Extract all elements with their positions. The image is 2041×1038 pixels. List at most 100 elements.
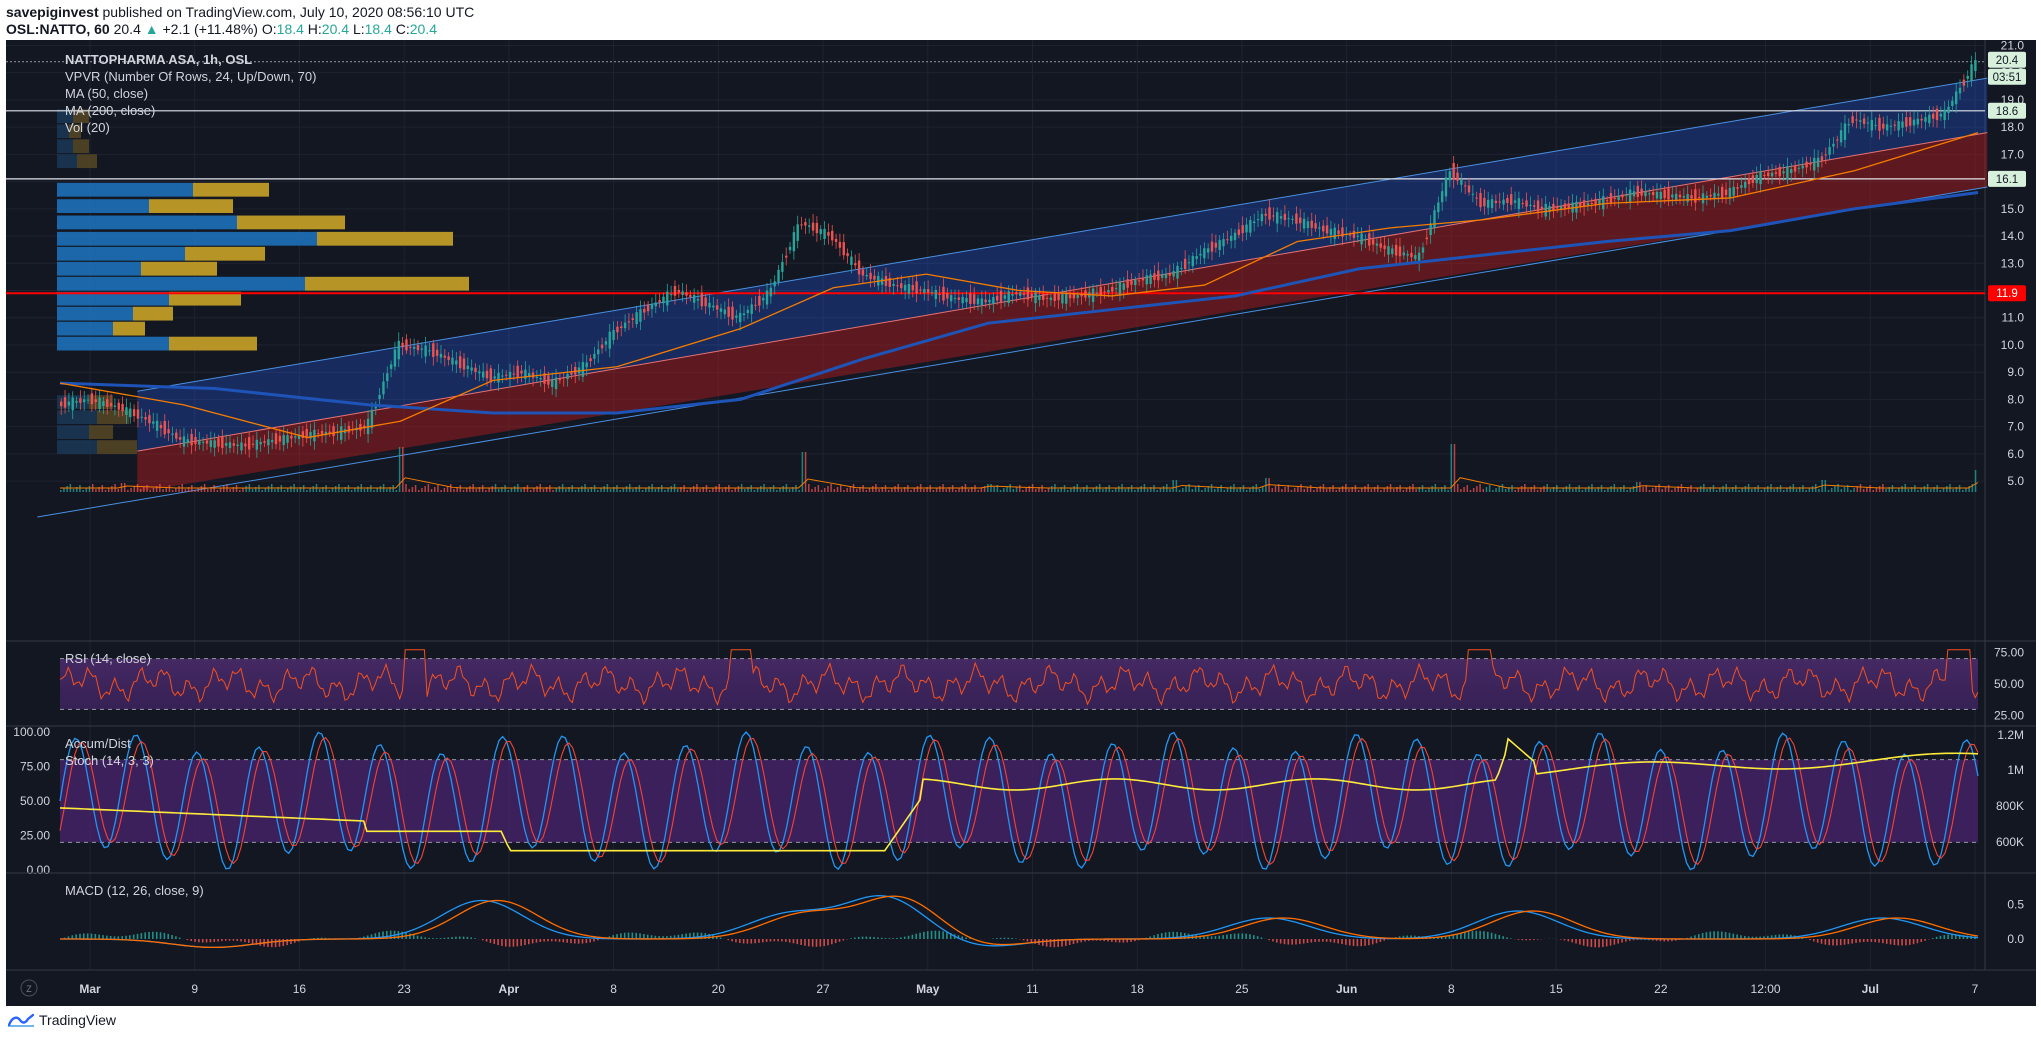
macd-pane[interactable]: 0.5 0.0 xyxy=(59,895,2024,949)
time-tick-label: 8 xyxy=(610,982,617,996)
change-arrow: ▲ xyxy=(144,21,159,37)
symbol-label: OSL:NATTO, 60 xyxy=(6,21,110,37)
header-line-2: OSL:NATTO, 60 20.4 ▲ +2.1 (+11.48%) O:18… xyxy=(6,21,437,37)
price-tick-label: 14.0 xyxy=(2001,229,2025,243)
price-tick-label: 11.0 xyxy=(2002,311,2025,325)
price-pane[interactable] xyxy=(6,52,1988,518)
legend-ma200: MA (200, close) xyxy=(65,103,155,118)
time-tick-label: 7 xyxy=(1972,982,1979,996)
vpvr-profile xyxy=(57,109,469,454)
low-label: L: xyxy=(352,21,365,37)
vpvr-down-bar xyxy=(89,425,113,439)
channel-upper-line xyxy=(137,77,1988,392)
stoch-tick-label: 75.00 xyxy=(20,760,50,774)
price-tick-label: 7.0 xyxy=(2007,420,2024,434)
time-tick-label: Jun xyxy=(1336,982,1357,996)
signal-line xyxy=(59,895,1979,949)
stoch-accum-pane[interactable]: 100.00 75.00 50.00 25.00 0.00 1.2M 1M 800K 600K xyxy=(13,725,2024,877)
vpvr-down-bar xyxy=(169,336,257,351)
tag-support-bg xyxy=(1988,285,2026,302)
stoch-tick-label: 50.00 xyxy=(20,794,50,808)
legend-macd: MACD (12, 26, close, 9) xyxy=(65,883,204,898)
macd-tick-label: 0.0 xyxy=(2007,932,2024,946)
accum-dist-line xyxy=(59,737,1979,852)
vpvr-down-bar xyxy=(185,246,265,261)
horizontal-levels xyxy=(6,61,1985,295)
vpvr-down-bar xyxy=(113,321,145,336)
high-label: H: xyxy=(307,21,322,37)
volume-bars xyxy=(60,444,1979,492)
price-tick-label: 9.0 xyxy=(2007,365,2024,379)
rsi-pane[interactable]: 75.00 50.00 25.00 xyxy=(59,645,2024,723)
low-value: 18.4 xyxy=(364,21,392,37)
tag-countdown: 03:51 xyxy=(1993,72,2022,84)
svg-text:Z: Z xyxy=(26,984,32,994)
legend-accum: Accum/Dist xyxy=(65,736,131,751)
vpvr-up-bar xyxy=(57,231,317,246)
price-tick-label: 8.0 xyxy=(2007,392,2024,406)
tag-level-upper-bg xyxy=(1988,102,2026,119)
time-tick-label: 8 xyxy=(1448,982,1455,996)
vpvr-down-bar xyxy=(73,139,89,154)
publisher-name[interactable]: savepiginvest xyxy=(6,4,99,20)
time-tick-label: 22 xyxy=(1654,982,1668,996)
vpvr-up-bar xyxy=(57,321,113,336)
tag-level-mid: 16.1 xyxy=(1996,174,2018,186)
legend-rsi: RSI (14, close) xyxy=(65,651,151,666)
open-label: O: xyxy=(261,21,277,37)
header-line-1: savepiginvest published on TradingView.c… xyxy=(6,4,474,20)
time-tick-label: 20 xyxy=(712,982,726,996)
vpvr-up-bar xyxy=(57,336,169,351)
time-axis[interactable]: Mar 9 16 23 Apr 8 20 27 May 11 18 25 Jun 8 15 22 12:00 Ju… xyxy=(79,982,1978,996)
vpvr-down-bar xyxy=(133,306,173,321)
rsi-line xyxy=(59,649,1979,706)
channel-lower-line xyxy=(37,186,1988,518)
regression-channel xyxy=(37,77,1988,518)
price-tick-label: 5.0 xyxy=(2007,474,2024,488)
vpvr-up-bar xyxy=(57,215,237,230)
price-tick-label: 13.0 xyxy=(2001,256,2025,270)
vpvr-down-bar xyxy=(149,199,233,213)
price-tick-label: 6.0 xyxy=(2007,447,2024,461)
vpvr-up-bar xyxy=(57,440,97,454)
timezone-button[interactable] xyxy=(20,979,38,997)
price-tick-label: 21.0 xyxy=(2001,40,2025,52)
ma200-line xyxy=(59,190,1979,415)
accum-tick-label: 600K xyxy=(1996,835,2024,849)
rsi-band xyxy=(60,658,1978,710)
legend-vpvr: VPVR (Number Of Rows, 24, Up/Down, 70) xyxy=(65,69,316,84)
legend-stoch: Stoch (14, 3, 3) xyxy=(65,753,154,768)
stoch-k-line xyxy=(59,731,1979,871)
time-tick-label: May xyxy=(916,982,940,996)
open-value: 18.4 xyxy=(276,21,304,37)
ma50-line xyxy=(59,131,1979,439)
change-value: +2.1 (+11.48%) xyxy=(162,21,258,37)
legend-vol: Vol (20) xyxy=(65,120,110,135)
channel-upper-fill xyxy=(137,78,1988,452)
vpvr-down-bar xyxy=(317,231,453,246)
vpvr-up-bar xyxy=(57,306,133,321)
accum-tick-label: 1M xyxy=(2007,763,2024,777)
vpvr-down-bar xyxy=(69,124,81,139)
accum-tick-label: 1.2M xyxy=(1997,728,2024,742)
price-tick-label: 18.0 xyxy=(2001,120,2025,134)
price-tick-label: 10.0 xyxy=(2001,338,2025,352)
stoch-tick-label: 25.00 xyxy=(20,829,50,843)
last-price: 20.4 xyxy=(113,21,141,37)
rsi-tick-label: 75.00 xyxy=(1994,645,2024,659)
vpvr-down-bar xyxy=(237,215,345,230)
rsi-tick-label: 50.00 xyxy=(1994,677,2024,691)
vpvr-down-bar xyxy=(169,291,241,306)
chart-title: NATTOPHARMA ASA, 1h, OSL xyxy=(65,52,252,67)
tag-support: 11.9 xyxy=(1996,288,2018,300)
price-tick-label: 15.0 xyxy=(2001,202,2025,216)
chart-canvas[interactable]: NATTOPHARMA ASA, 1h, OSL VPVR (Number Of… xyxy=(0,40,2041,1006)
published-text: published on TradingView.com, July 10, 2… xyxy=(102,4,475,20)
footer-brand[interactable]: TradingView xyxy=(39,1012,117,1028)
vpvr-up-bar xyxy=(57,276,305,291)
vpvr-up-bar xyxy=(57,154,77,169)
time-tick-label: 16 xyxy=(293,982,307,996)
price-tick-label: 17.0 xyxy=(2001,147,2025,161)
stoch-d-line xyxy=(59,736,1979,866)
vpvr-up-bar xyxy=(57,246,185,261)
